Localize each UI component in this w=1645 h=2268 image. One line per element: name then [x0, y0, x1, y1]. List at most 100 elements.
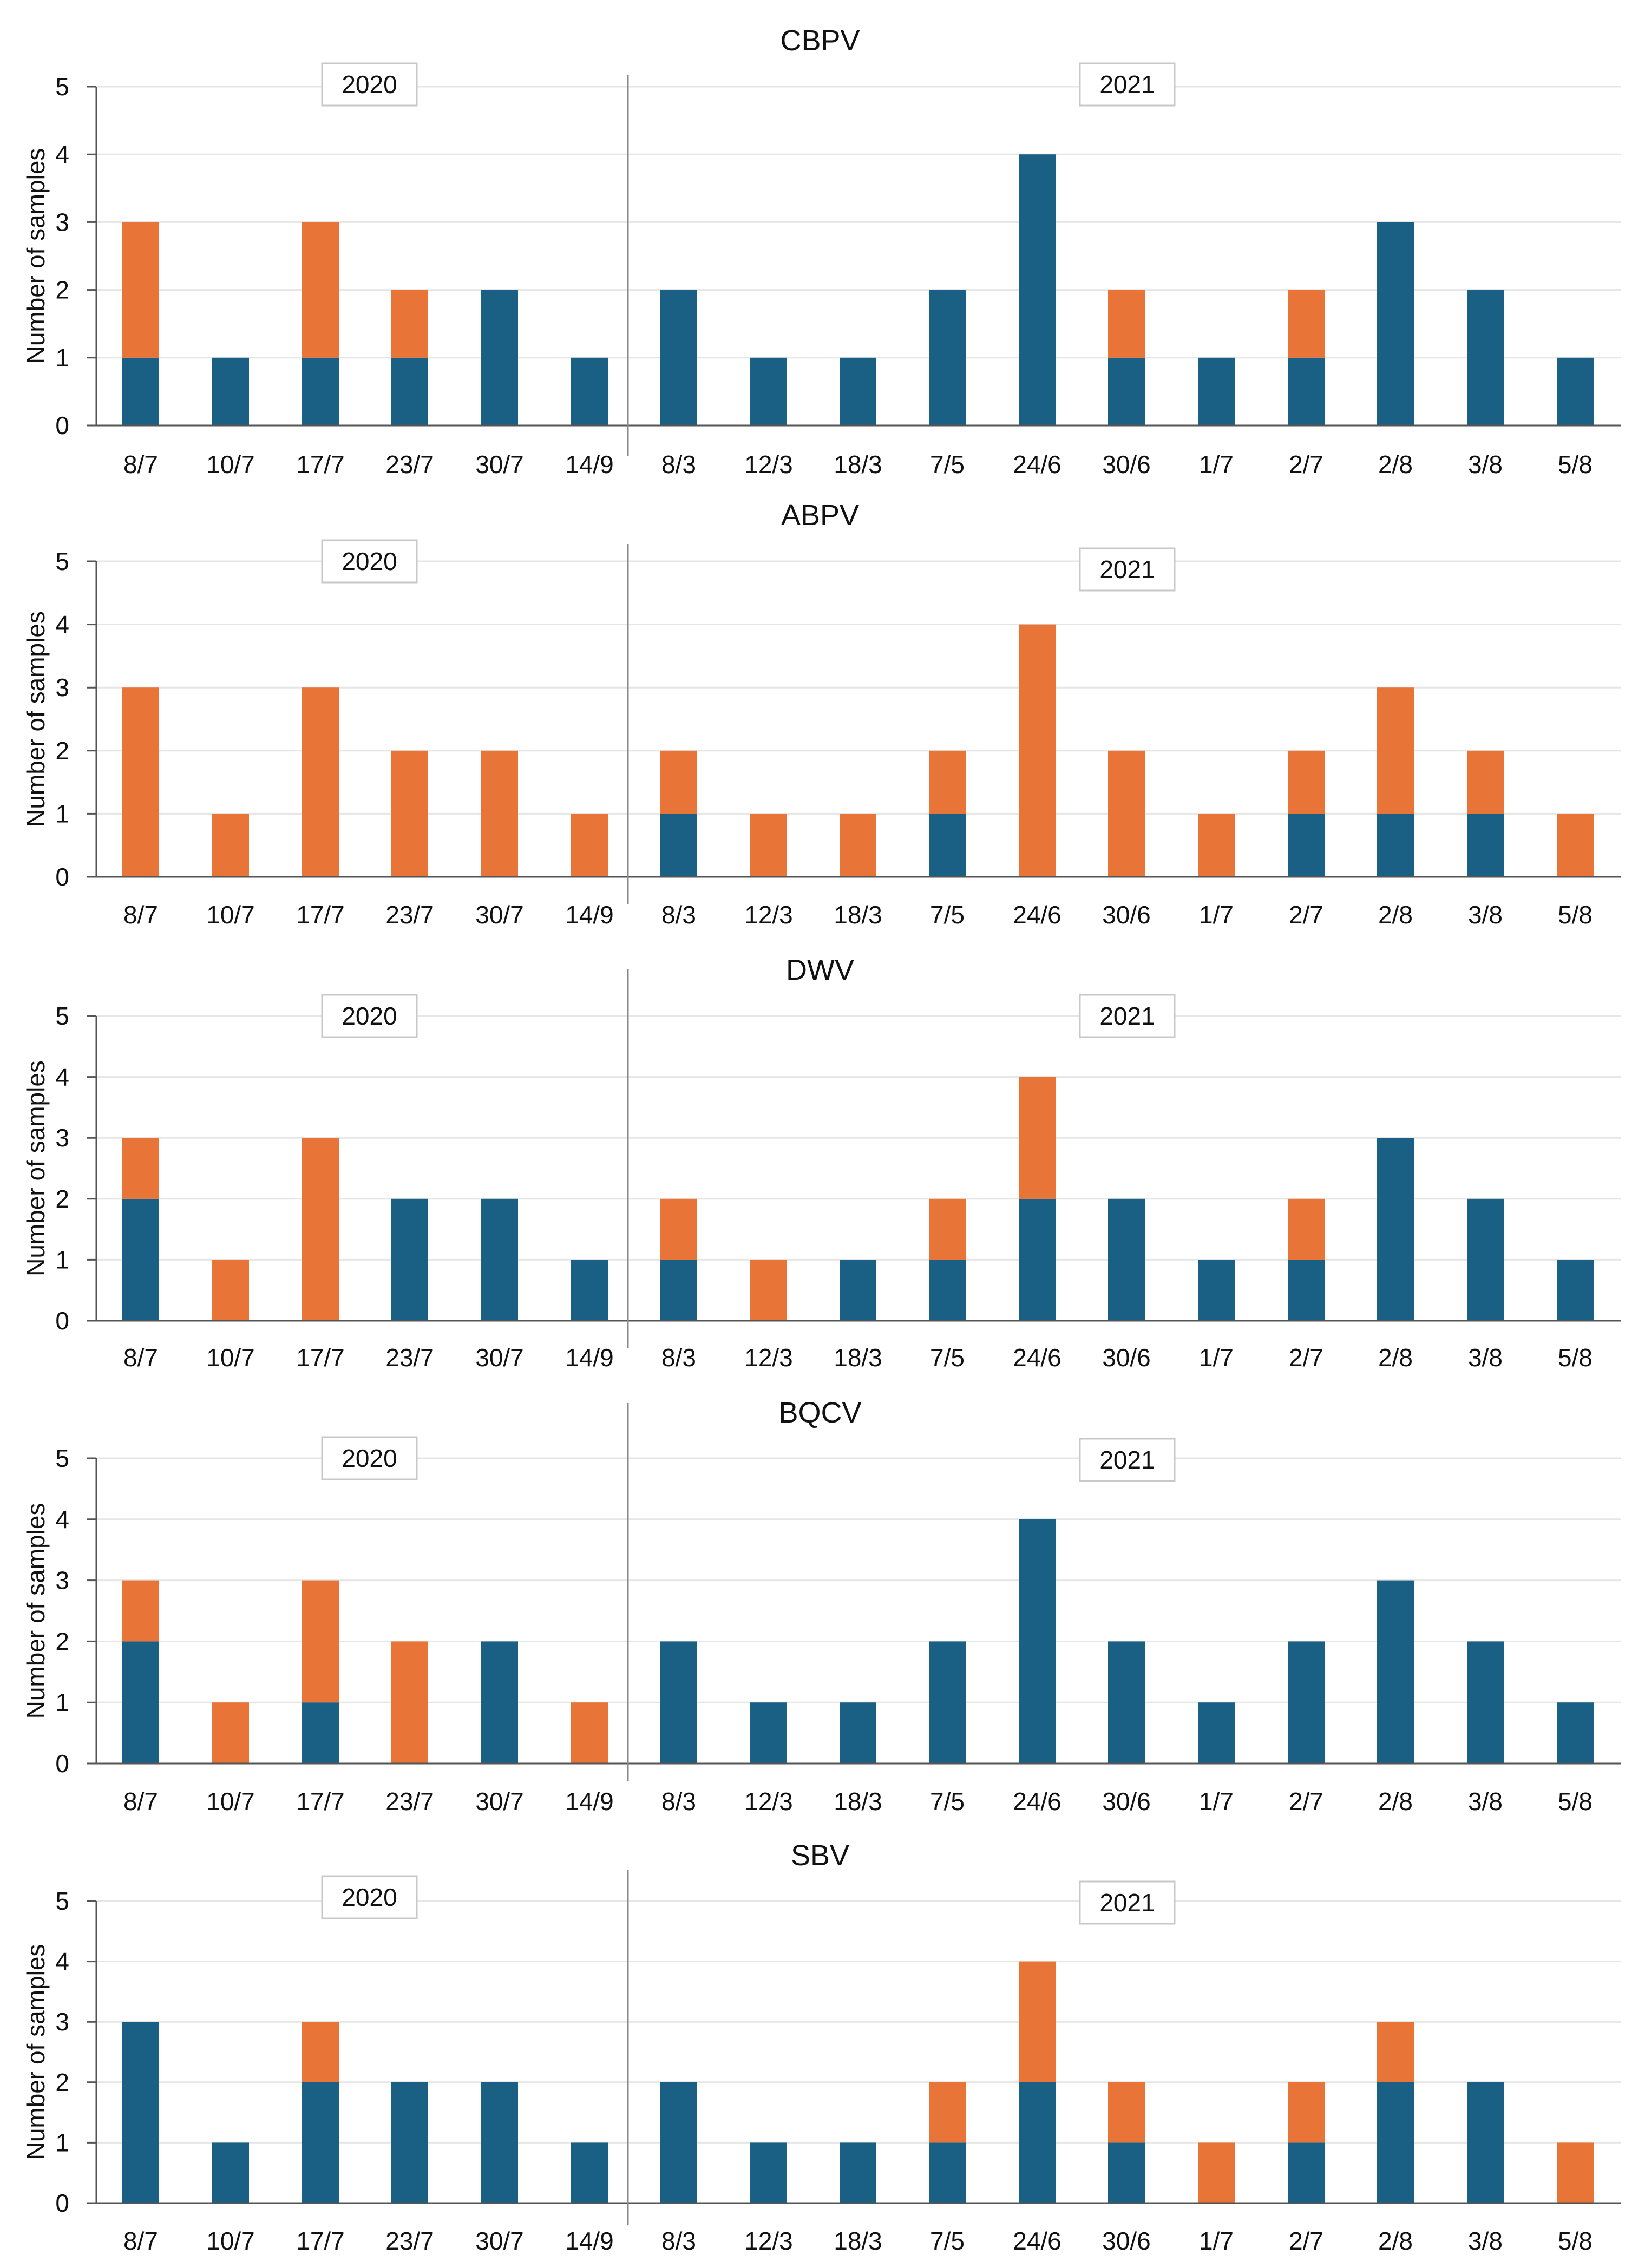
x-tick-label: 8/7: [123, 450, 158, 478]
x-tick-label: 30/6: [1102, 1343, 1151, 1372]
x-tick-label: 17/7: [296, 1787, 345, 1815]
y-tick-label: 4: [55, 140, 69, 168]
x-tick-label: 2/7: [1289, 1343, 1323, 1372]
bar-orange: [391, 290, 428, 358]
x-tick-label: 18/3: [834, 1343, 882, 1372]
x-tick-label: 23/7: [385, 1787, 434, 1815]
x-tick-label: 14/9: [565, 1343, 614, 1372]
bar-blue: [929, 1260, 966, 1321]
bar-blue: [840, 2142, 876, 2203]
chart-abpv: ABPV 0 1 2 3 4 5 Number of samples 8/7 10/7 17/7 23…: [22, 499, 1621, 929]
bar-blue: [1288, 814, 1325, 877]
bar-blue: [122, 357, 159, 425]
y-tick-label: 0: [55, 1749, 69, 1778]
bar-blue: [122, 2022, 159, 2203]
x-tick-label: 14/9: [565, 1787, 614, 1815]
x-tick-label: 24/6: [1013, 450, 1061, 478]
bar-orange: [571, 814, 608, 877]
y-tick-label: 2: [55, 2068, 69, 2096]
bar-orange: [1108, 2082, 1145, 2143]
x-tick-label: 10/7: [206, 450, 255, 478]
year-box: [1079, 547, 1176, 592]
bar-orange: [302, 1138, 339, 1321]
bar-blue: [660, 1641, 697, 1764]
x-tick-label: 12/3: [744, 1343, 793, 1372]
y-tick-label: 5: [55, 1002, 69, 1030]
y-tick-label: 2: [55, 1627, 69, 1655]
x-tick-label: 24/6: [1013, 1343, 1061, 1372]
bar-orange: [1377, 687, 1414, 814]
x-tick-label: 24/6: [1013, 2227, 1061, 2255]
year-box: [1079, 1880, 1176, 1925]
x-tick-label: 14/9: [565, 901, 614, 929]
x-tick-label: 23/7: [385, 450, 434, 478]
bar-orange: [1377, 2022, 1414, 2082]
year-text: 2020: [342, 547, 397, 575]
bar-orange: [1019, 624, 1056, 877]
bar-blue: [840, 1702, 876, 1764]
x-tick-label: 7/5: [930, 901, 965, 929]
x-tick-label: 10/7: [206, 1343, 255, 1372]
bar-blue: [1467, 1198, 1504, 1321]
bar-blue: [1198, 1702, 1235, 1764]
bar-blue: [1108, 2142, 1145, 2203]
x-tick-label: 30/7: [475, 1787, 524, 1815]
bar-blue: [1467, 290, 1504, 425]
chart-title: CBPV: [780, 24, 860, 57]
x-tick-label: 8/3: [661, 901, 696, 929]
bar-blue: [1108, 357, 1145, 425]
bar-blue: [1377, 2082, 1414, 2203]
year-label-2021: 2021: [1079, 1438, 1176, 1482]
bar-orange: [1108, 290, 1145, 358]
bar-orange: [1198, 814, 1235, 877]
bar-blue: [481, 1198, 518, 1321]
bar-blue: [1377, 1138, 1414, 1321]
bar-blue: [840, 357, 876, 425]
y-tick-label: 1: [55, 344, 69, 372]
y-tick-label: 0: [55, 2189, 69, 2217]
x-tick-label: 5/8: [1558, 1787, 1592, 1815]
x-tick-label: 17/7: [296, 2227, 345, 2255]
x-tick-label: 14/9: [565, 450, 614, 478]
bar-blue: [1019, 1519, 1056, 1764]
y-tick-label: 2: [55, 737, 69, 765]
x-tick-label: 3/8: [1468, 1787, 1503, 1815]
chart-cbpv: CBPV 0 1 2 3 4 5 Number of samples 8/7 10/7 17/7 23…: [22, 24, 1621, 478]
x-tick-label: 7/5: [930, 1343, 965, 1372]
bar-orange: [660, 1198, 697, 1260]
year-text: 2021: [1099, 1889, 1155, 1917]
bar-blue: [1198, 1260, 1235, 1321]
year-label-2020: 2020: [321, 994, 418, 1038]
bar-blue: [750, 2142, 787, 2203]
bar-blue: [122, 1641, 159, 1764]
x-tick-label: 3/8: [1468, 1343, 1503, 1372]
y-tick-label: 1: [55, 2128, 69, 2156]
x-tick-label: 30/6: [1102, 901, 1151, 929]
bar-blue: [481, 2082, 518, 2203]
bar-orange: [750, 1260, 787, 1321]
x-tick-label: 5/8: [1558, 2227, 1592, 2255]
chart-title: BQCV: [778, 1397, 861, 1429]
bar-blue: [1198, 357, 1235, 425]
bar-blue: [212, 2142, 249, 2203]
bar-blue: [1288, 2142, 1325, 2203]
year-label-2020: 2020: [321, 62, 418, 107]
y-axis-label: Number of samples: [22, 1503, 50, 1719]
year-label-2021: 2021: [1079, 1880, 1176, 1925]
bar-orange: [929, 2082, 966, 2143]
x-tick-label: 23/7: [385, 2227, 434, 2255]
year-text: 2020: [342, 1883, 397, 1911]
x-tick-label: 30/7: [475, 2227, 524, 2255]
bar-blue: [302, 1702, 339, 1764]
bar-blue: [1467, 2082, 1504, 2203]
x-tick-label: 1/7: [1199, 450, 1234, 478]
bar-blue: [750, 357, 787, 425]
bar-orange: [302, 2022, 339, 2082]
y-axis-label: Number of samples: [22, 1944, 50, 2160]
bar-blue: [1288, 1260, 1325, 1321]
year-box: [1079, 62, 1176, 107]
bar-blue: [1467, 814, 1504, 877]
bar-blue: [660, 290, 697, 425]
y-axis-label: Number of samples: [22, 611, 50, 827]
bar-orange: [1557, 814, 1594, 877]
